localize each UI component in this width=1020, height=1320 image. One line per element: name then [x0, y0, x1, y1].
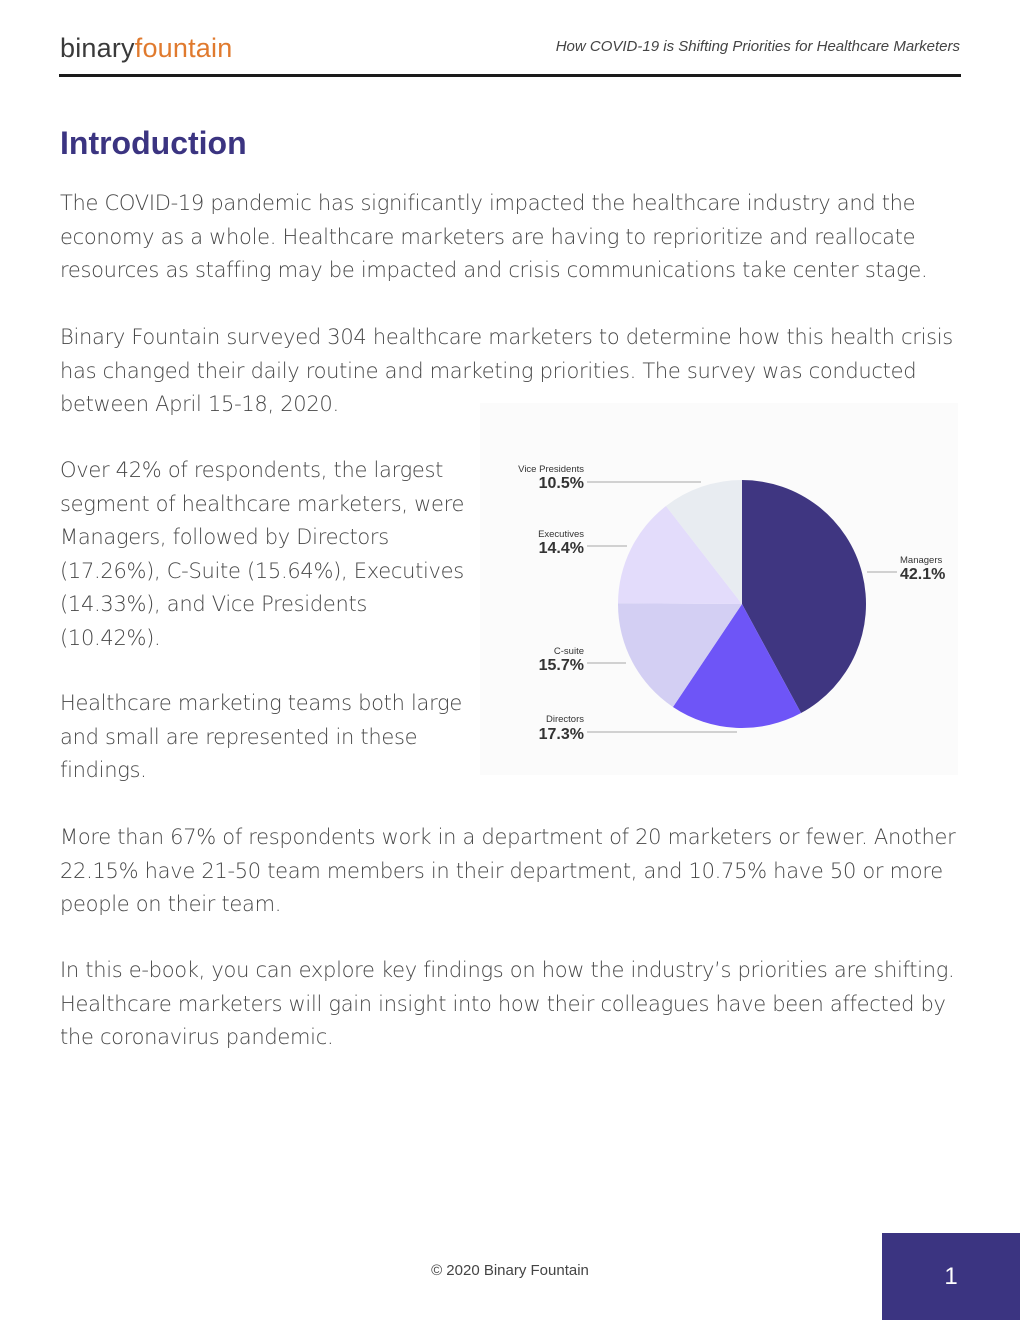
paragraph-department: More than 67% of respondents work in a d… — [60, 825, 956, 916]
slice-value-vice-presidents: 10.5% — [539, 475, 584, 492]
slice-label-managers: Managers — [900, 555, 942, 566]
slice-label-directors: Directors — [546, 714, 584, 725]
logo-binary: binary — [60, 33, 135, 63]
slice-label-vice-presidents: Vice Presidents — [518, 464, 584, 475]
slice-value-c-suite: 15.7% — [539, 657, 584, 674]
slice-value-executives: 14.4% — [539, 540, 584, 557]
logo: binaryfountain — [60, 33, 232, 64]
pie-slice-executives — [618, 506, 742, 604]
slice-label-c-suite: C-suite — [554, 646, 584, 657]
slice-value-directors: 17.3% — [539, 726, 584, 743]
page-number: 1 — [944, 1263, 958, 1290]
pie-slice-managers — [742, 480, 867, 714]
pie-slice-directors — [672, 604, 802, 728]
paragraph-survey: Binary Fountain surveyed 304 healthcare … — [60, 325, 953, 416]
slice-label-executives: Executives — [538, 529, 584, 540]
pie-slice-c-suite — [617, 603, 742, 707]
role-pie-chart: Managers 42.1% Directors 17.3% C-suite 15.7% E… — [480, 403, 958, 775]
page-heading: Introduction — [60, 125, 247, 161]
logo-fountain: fountain — [134, 33, 233, 63]
paragraph-team-size: Healthcare marketing teams both large an… — [60, 691, 462, 782]
paragraph-intro: The COVID-19 pandemic has significantly … — [60, 191, 928, 282]
header-divider — [59, 74, 961, 77]
slice-value-managers: 42.1% — [900, 566, 945, 583]
paragraph-ebook: In this e-book, you can explore key find… — [60, 958, 955, 1049]
page-number-box: 1 — [882, 1233, 1020, 1320]
paragraph-roles: Over 42% of respondents, the largest seg… — [60, 458, 465, 650]
pie-slice-vice-presidents — [666, 480, 742, 604]
copyright: © 2020 Binary Fountain — [431, 1262, 589, 1279]
document-title: How COVID-19 is Shifting Priorities for … — [555, 38, 960, 55]
